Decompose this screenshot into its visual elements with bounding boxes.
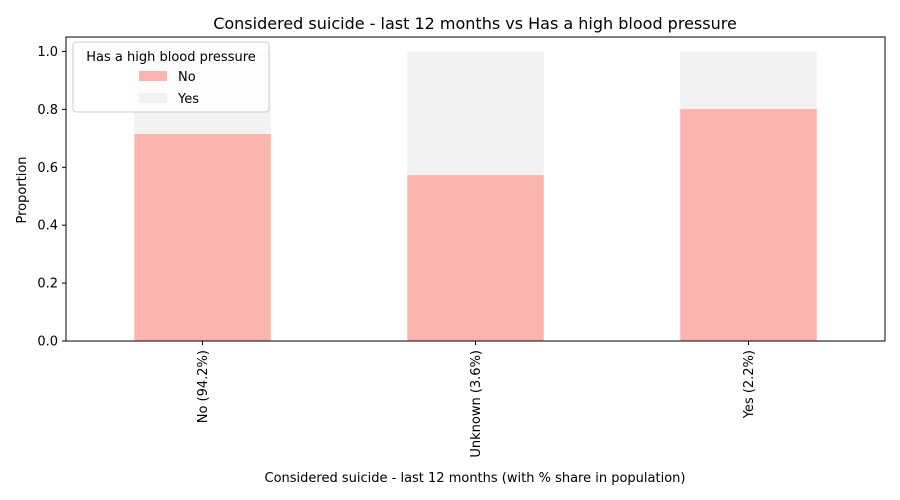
y-tick-label: 0.2 xyxy=(37,277,58,292)
y-tick-label: 0.4 xyxy=(37,219,58,234)
y-axis: 0.0 0.2 0.4 0.6 0.8 1.0 xyxy=(37,45,66,350)
legend-label-yes: Yes xyxy=(177,92,199,107)
chart-title: Considered suicide - last 12 months vs H… xyxy=(213,14,737,33)
y-tick-label: 0.0 xyxy=(37,335,58,350)
x-tick-label: Yes (2.2%) xyxy=(742,350,757,419)
x-tick-label: Unknown (3.6%) xyxy=(469,350,484,458)
bar-yes-1 xyxy=(407,51,544,176)
legend-label-no: No xyxy=(178,70,196,85)
x-axis-label: Considered suicide - last 12 months (wit… xyxy=(265,471,686,486)
y-tick-label: 0.8 xyxy=(37,103,58,118)
bar-no-1 xyxy=(407,175,544,341)
legend-swatch-yes xyxy=(139,93,167,103)
legend-swatch-no xyxy=(139,71,167,81)
x-tick-label: No (94.2%) xyxy=(196,350,211,423)
legend: Has a high blood pressure No Yes xyxy=(72,41,270,113)
legend-title: Has a high blood pressure xyxy=(86,50,256,65)
x-axis: No (94.2%) Unknown (3.6%) Yes (2.2%) xyxy=(196,341,757,458)
y-axis-label: Proportion xyxy=(15,156,30,223)
y-tick-label: 1.0 xyxy=(37,45,58,60)
bar-yes-2 xyxy=(680,51,817,109)
bar-no-0 xyxy=(134,133,271,341)
bar-no-2 xyxy=(680,108,817,341)
legend-box xyxy=(72,41,270,113)
y-tick-label: 0.6 xyxy=(37,161,58,176)
